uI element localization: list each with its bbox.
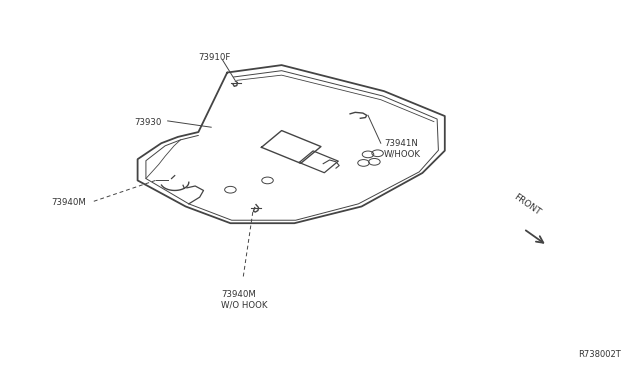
Text: 73910F: 73910F (198, 53, 230, 62)
Text: 73930: 73930 (134, 118, 162, 127)
Text: 73941N
W/HOOK: 73941N W/HOOK (384, 139, 421, 158)
Text: 73940M
W/O HOOK: 73940M W/O HOOK (221, 290, 268, 309)
Text: FRONT: FRONT (512, 193, 542, 218)
Text: 73940M: 73940M (51, 198, 86, 207)
Text: R738002T: R738002T (578, 350, 621, 359)
